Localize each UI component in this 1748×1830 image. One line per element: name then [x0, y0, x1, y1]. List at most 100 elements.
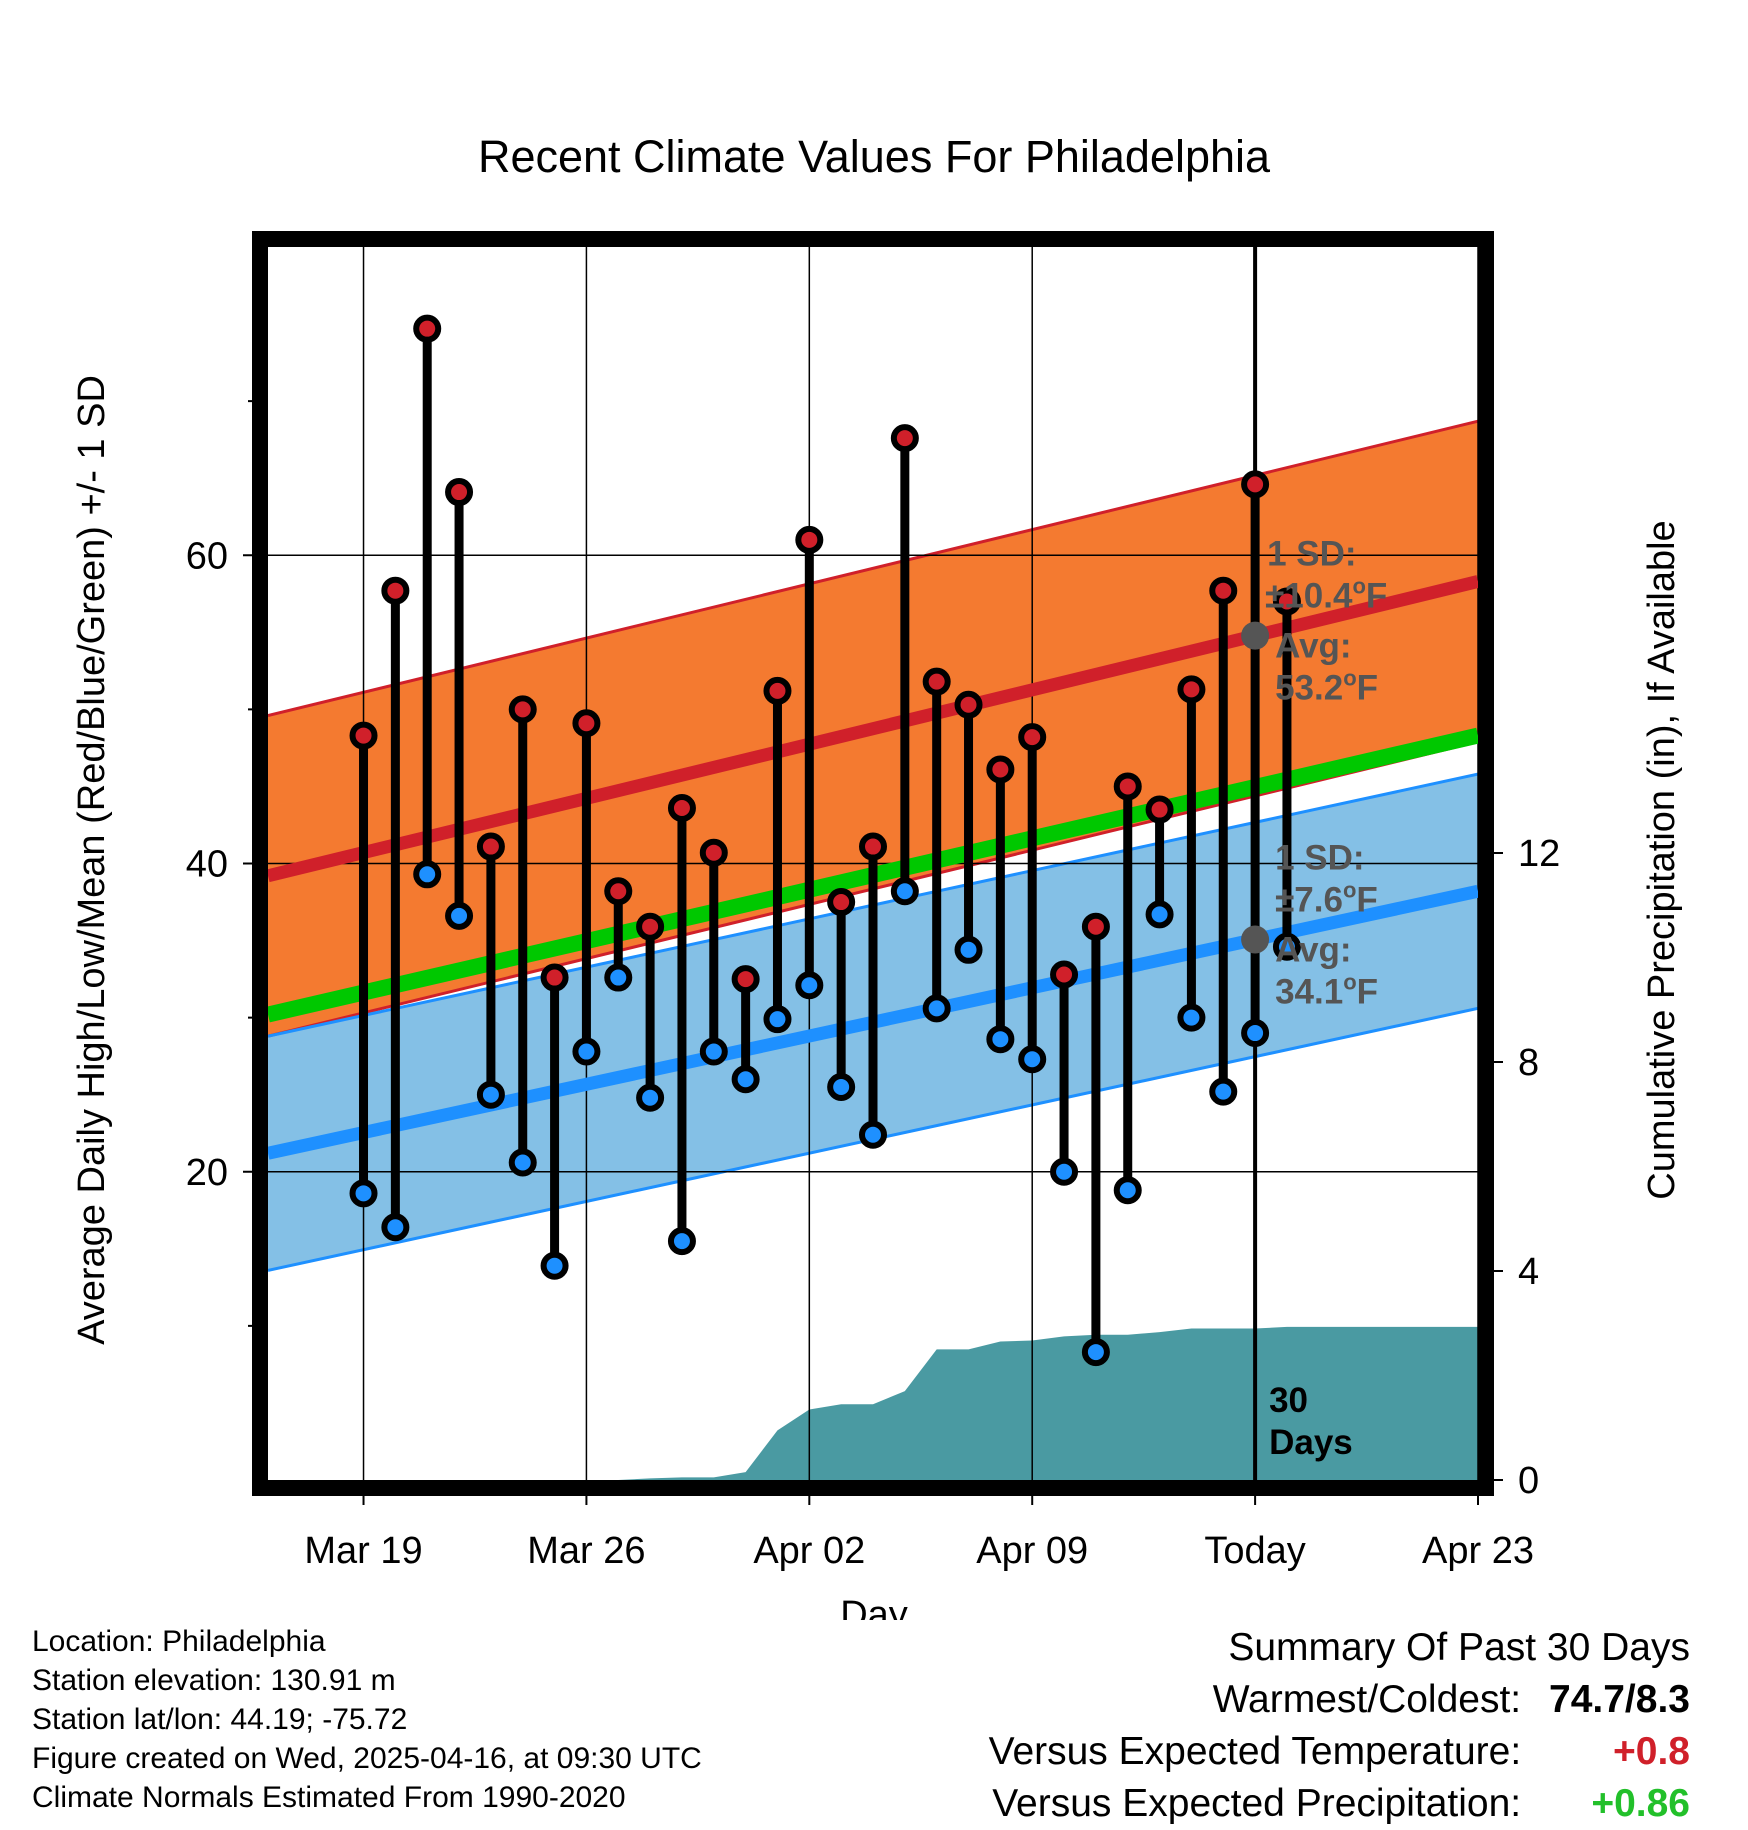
- daily-high-point: [763, 676, 792, 705]
- location-text: Location: Philadelphia: [32, 1625, 326, 1658]
- daily-low-point: [445, 901, 474, 930]
- created-text: Figure created on Wed, 2025-04-16, at 09…: [32, 1742, 702, 1775]
- low-sd-label: 1 SD:: [1275, 839, 1364, 878]
- summary-panel: Summary Of Past 30 Days Warmest/Coldest:…: [989, 1622, 1690, 1830]
- summary-title: Summary Of Past 30 Days: [1228, 1626, 1690, 1669]
- high-avg-label: Avg:: [1275, 627, 1351, 666]
- daily-high-point: [604, 877, 633, 906]
- x-tick-label: Apr 09: [976, 1530, 1088, 1572]
- daily-low-point: [540, 1251, 569, 1280]
- daily-high-point: [1113, 772, 1142, 801]
- daily-low-point: [508, 1148, 537, 1177]
- daily-high-point: [890, 424, 919, 453]
- daily-low-point: [604, 963, 633, 992]
- daily-high-point: [540, 963, 569, 992]
- x-tick-label: Mar 26: [527, 1530, 645, 1572]
- daily-low-point: [922, 994, 951, 1023]
- daily-high-point: [1145, 795, 1174, 824]
- x-tick-label: Today: [1204, 1530, 1305, 1572]
- daily-high-point: [445, 478, 474, 507]
- plot-inner: [268, 247, 1478, 1480]
- daily-high-point: [731, 965, 760, 994]
- low-sd-value: ±7.6oF: [1275, 878, 1378, 920]
- today-high-avg-marker: [1241, 621, 1270, 650]
- precip-value: +0.86: [1591, 1782, 1690, 1825]
- climate-chart: Recent Climate Values For Philadelphia 1…: [71, 131, 1683, 1620]
- y-tick-label: 60: [186, 535, 228, 577]
- daily-low-point: [763, 1005, 792, 1034]
- warmest-label: Warmest/Coldest:: [1212, 1678, 1522, 1721]
- daily-low-point: [1241, 1019, 1270, 1048]
- today-low-avg-marker: [1241, 925, 1270, 954]
- high-band-edge-upper: [268, 419, 1478, 717]
- high-avg-value: 53.2oF: [1275, 666, 1378, 708]
- y-axis-label: Average Daily High/Low/Mean (Red/Blue/Gr…: [71, 375, 113, 1345]
- daily-low-point: [1113, 1176, 1142, 1205]
- daily-low-point: [1018, 1045, 1047, 1074]
- daily-low-point: [795, 971, 824, 1000]
- high-sd-label: 1 SD:: [1267, 535, 1356, 574]
- daily-low-point: [572, 1037, 601, 1066]
- latlon-text: Station lat/lon: 44.19; -75.72: [32, 1703, 408, 1736]
- daily-high-point: [1081, 912, 1110, 941]
- warmest-value: 74.7/8.3: [1549, 1678, 1690, 1721]
- summary-precip-row: Versus Expected Precipitation: +0.86: [989, 1778, 1690, 1830]
- daily-high-point: [1050, 960, 1079, 989]
- daily-high-point: [1018, 723, 1047, 752]
- elevation-text: Station elevation: 130.91 m: [32, 1664, 396, 1697]
- daily-low-point: [636, 1083, 665, 1112]
- daily-low-point: [986, 1025, 1015, 1054]
- station-info: Location: Philadelphia Station elevation…: [32, 1622, 702, 1817]
- daily-low-point: [827, 1072, 856, 1101]
- daily-high-point: [349, 721, 378, 750]
- x-axis-label: Day: [840, 1594, 908, 1620]
- daily-low-point: [1050, 1157, 1079, 1186]
- daily-low-point: [667, 1227, 696, 1256]
- daily-high-point: [986, 755, 1015, 784]
- daily-high-point: [1241, 470, 1270, 499]
- days-label-text: Days: [1269, 1423, 1353, 1462]
- daily-low-point: [1145, 900, 1174, 929]
- summary-temp-row: Versus Expected Temperature: +0.8: [989, 1726, 1690, 1778]
- daily-low-point: [381, 1213, 410, 1242]
- daily-low-point: [1177, 1003, 1206, 1032]
- y2-tick-label: 4: [1518, 1251, 1539, 1293]
- high-sd-value: ±10.4oF: [1265, 574, 1387, 616]
- temp-label: Versus Expected Temperature:: [988, 1730, 1522, 1773]
- daily-high-point: [1272, 587, 1301, 616]
- y2-axis-label: Cumulative Precipitation (in), If Availa…: [1641, 520, 1683, 1199]
- daily-high-point: [1209, 576, 1238, 605]
- normals-text: Climate Normals Estimated From 1990-2020: [32, 1781, 626, 1814]
- daily-low-point: [1209, 1077, 1238, 1106]
- daily-high-point: [699, 838, 728, 867]
- low-avg-label: Avg:: [1275, 931, 1351, 970]
- x-tick-label: Apr 23: [1422, 1530, 1534, 1572]
- chart-title: Recent Climate Values For Philadelphia: [478, 131, 1271, 182]
- daily-high-point: [636, 912, 665, 941]
- daily-low-point: [954, 935, 983, 964]
- daily-high-point: [922, 667, 951, 696]
- x-tick-label: Apr 02: [753, 1530, 865, 1572]
- daily-low-point: [699, 1037, 728, 1066]
- daily-high-point: [476, 832, 505, 861]
- y2-tick-label: 8: [1518, 1042, 1539, 1084]
- daily-high-point: [1177, 675, 1206, 704]
- daily-low-point: [476, 1080, 505, 1109]
- daily-high-point: [827, 888, 856, 917]
- daily-low-point: [413, 860, 442, 889]
- daily-low-point: [859, 1120, 887, 1149]
- y-tick-label: 40: [186, 844, 228, 886]
- daily-high-point: [413, 314, 442, 343]
- daily-high-point: [508, 695, 537, 724]
- daily-low-point: [349, 1179, 378, 1208]
- daily-high-point: [859, 832, 887, 861]
- daily-high-point: [381, 576, 410, 605]
- precip-label: Versus Expected Precipitation:: [992, 1782, 1522, 1825]
- days-label-number: 30: [1269, 1381, 1308, 1420]
- daily-low-point: [890, 877, 919, 906]
- y-tick-label: 20: [186, 1152, 228, 1194]
- precip-area: [363, 1326, 1478, 1480]
- daily-high-point: [954, 690, 983, 719]
- high-normal-line: [268, 575, 1478, 883]
